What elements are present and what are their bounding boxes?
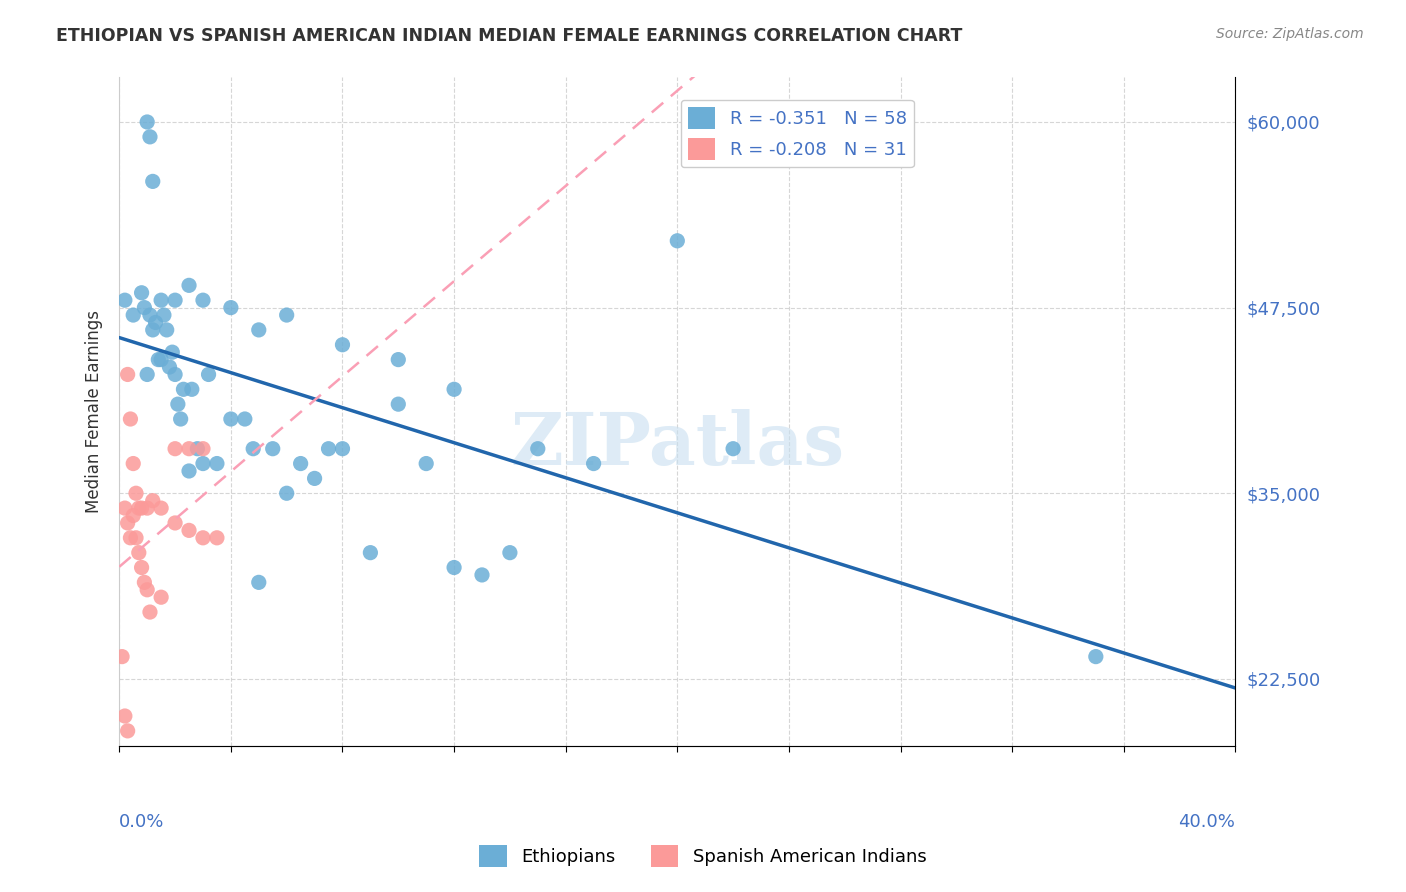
Point [359,546,381,560]
Point [191,531,214,545]
Point [205,457,228,471]
Point [114,293,136,308]
Point [276,308,298,322]
Point [120,531,142,545]
Point [150,591,173,605]
Point [219,412,242,426]
Point [318,442,340,456]
Point [242,442,264,456]
Point [125,486,148,500]
Point [165,516,187,530]
Point [162,345,184,359]
Point [136,501,159,516]
Text: ZIPatlas: ZIPatlas [510,409,845,481]
Point [197,368,219,382]
Legend: R = -0.351   N = 58, R = -0.208   N = 31: R = -0.351 N = 58, R = -0.208 N = 31 [681,100,914,168]
Point [387,397,409,411]
Point [117,368,139,382]
Point [165,293,187,308]
Point [191,442,214,456]
Point [122,457,145,471]
Text: 40.0%: 40.0% [1178,813,1236,830]
Point [499,546,522,560]
Point [122,754,145,768]
Point [471,568,494,582]
Point [139,605,162,619]
Point [332,442,354,456]
Point [1084,649,1107,664]
Point [120,412,142,426]
Point [219,301,242,315]
Point [128,501,150,516]
Point [186,442,208,456]
Point [177,278,200,293]
Point [290,457,312,471]
Point [142,174,165,188]
Point [142,323,165,337]
Point [122,508,145,523]
Text: Source: ZipAtlas.com: Source: ZipAtlas.com [1216,27,1364,41]
Point [139,308,162,322]
Point [177,464,200,478]
Point [177,442,200,456]
Legend: Ethiopians, Spanish American Indians: Ethiopians, Spanish American Indians [472,838,934,874]
Point [131,560,153,574]
Point [122,308,145,322]
Text: 0.0%: 0.0% [120,813,165,830]
Point [165,442,187,456]
Point [582,457,605,471]
Point [443,382,465,396]
Point [114,501,136,516]
Point [111,649,134,664]
Point [721,442,744,456]
Point [125,531,148,545]
Point [134,301,156,315]
Point [159,359,181,374]
Point [304,471,326,485]
Point [191,293,214,308]
Point [666,234,689,248]
Point [247,323,270,337]
Point [131,285,153,300]
Point [153,308,176,322]
Point [114,709,136,723]
Point [150,293,173,308]
Point [128,546,150,560]
Point [134,575,156,590]
Point [165,368,187,382]
Point [527,442,550,456]
Point [443,560,465,574]
Point [117,516,139,530]
Point [117,723,139,738]
Point [415,457,437,471]
Point [136,115,159,129]
Point [139,129,162,144]
Point [136,582,159,597]
Point [233,412,256,426]
Point [169,412,191,426]
Y-axis label: Median Female Earnings: Median Female Earnings [86,310,103,513]
Point [177,524,200,538]
Point [136,368,159,382]
Point [145,316,167,330]
Point [205,531,228,545]
Text: ETHIOPIAN VS SPANISH AMERICAN INDIAN MEDIAN FEMALE EARNINGS CORRELATION CHART: ETHIOPIAN VS SPANISH AMERICAN INDIAN MED… [56,27,963,45]
Point [387,352,409,367]
Point [150,352,173,367]
Point [167,397,190,411]
Point [262,442,284,456]
Point [142,493,165,508]
Point [131,501,153,516]
Point [332,337,354,351]
Point [247,575,270,590]
Point [172,382,194,396]
Point [148,352,170,367]
Point [180,382,202,396]
Point [276,486,298,500]
Point [150,501,173,516]
Point [156,323,179,337]
Point [191,457,214,471]
